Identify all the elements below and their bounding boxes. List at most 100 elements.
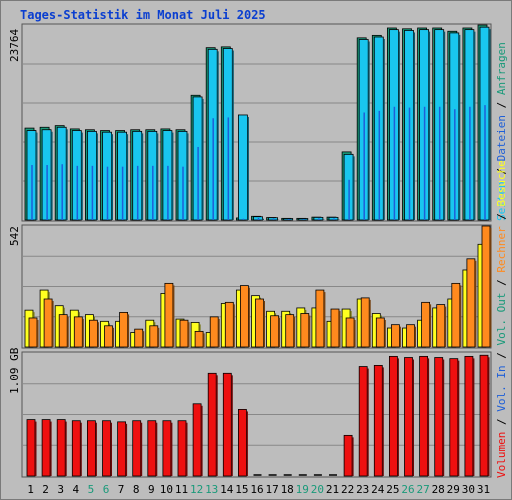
bar-volumen-shadow <box>382 367 384 476</box>
bar-rechner <box>104 325 114 348</box>
bar-volumen-shadow <box>246 411 248 476</box>
bar-rechner-shadow <box>37 319 39 347</box>
bar-seiten-shadow <box>126 134 129 220</box>
legend-bottom: Volumen / Vol. In / Vol. Out / Rechner /… <box>495 160 508 478</box>
x-tick-label: 18 <box>281 483 294 496</box>
bar-volumen-shadow <box>186 422 188 476</box>
bar-volumen <box>177 420 188 477</box>
bar-volumen <box>343 434 354 477</box>
x-tick-label: 9 <box>148 483 155 496</box>
bar-seiten-shadow <box>81 132 83 220</box>
bar-volumen-face <box>56 419 66 477</box>
bar-seiten-face <box>237 114 248 221</box>
bar-volumen <box>388 355 399 477</box>
bar-rechner <box>149 325 160 348</box>
bar-volumen-shadow <box>427 358 430 476</box>
bar-rechner-shadow <box>278 317 281 347</box>
bar-volumen <box>222 372 233 477</box>
bar-volumen-shadow <box>155 422 158 476</box>
bar-volumen <box>56 419 67 477</box>
bar-rechner-face <box>134 328 144 348</box>
bar-rechner <box>134 328 145 348</box>
bar-volumen <box>237 409 248 477</box>
bar-rechner-face <box>58 314 68 348</box>
bar-rechner <box>224 301 235 348</box>
x-tick-label: 12 <box>190 483 203 496</box>
bar-rechner <box>239 285 250 348</box>
bar-rechner-face <box>421 301 431 348</box>
ymax-label-middle: 542 <box>8 226 21 246</box>
bar-rechner-shadow <box>188 322 190 347</box>
bar-rechner-shadow <box>474 260 477 347</box>
bar-rechner <box>360 297 371 348</box>
bar-volumen <box>449 358 460 477</box>
bar-rechner-face <box>406 324 415 348</box>
bar-rechner <box>375 317 386 348</box>
ymax-label-bottom: 1.09 GB <box>8 347 21 394</box>
bar-rechner <box>285 314 296 348</box>
bar-seiten-shadow <box>338 219 340 220</box>
x-tick-label: 26 <box>401 483 414 496</box>
x-tick-label: 3 <box>57 483 64 496</box>
x-tick-label: 13 <box>205 483 218 496</box>
bar-seiten <box>237 114 249 221</box>
bar-volumen-face <box>358 366 368 477</box>
bar-seiten-shadow <box>247 116 249 220</box>
bar-volumen <box>162 420 173 477</box>
bar-rechner-face <box>300 313 310 348</box>
bar-rechner-face <box>315 289 325 348</box>
bar-volumen <box>479 354 490 477</box>
bar-rechner-face <box>270 315 280 348</box>
bar-rechner-shadow <box>263 301 265 347</box>
panel-bottom-frame <box>21 351 492 478</box>
bar-rechner-shadow <box>203 333 205 347</box>
bar-volumen-face <box>102 420 111 477</box>
bar-rechner <box>451 282 462 348</box>
bar-seiten-shadow <box>489 29 491 220</box>
x-tick-label: 10 <box>160 483 173 496</box>
bar-volumen-shadow <box>50 421 52 476</box>
bar-rechner <box>58 314 69 348</box>
bar-rechner-shadow <box>429 304 432 347</box>
legend-separator: / <box>495 412 508 432</box>
bar-rechner-shadow <box>172 285 175 347</box>
legend-dateien: Dateien <box>495 115 508 161</box>
bar-volumen <box>464 355 475 477</box>
bar-rechner-face <box>285 314 295 348</box>
bar-volumen-face <box>177 420 187 477</box>
bar-rechner-face <box>451 282 461 348</box>
bar-volumen <box>192 403 203 477</box>
bar-rechner-face <box>164 282 174 348</box>
bar-seiten-shadow <box>111 134 113 220</box>
bar-rechner <box>421 301 432 348</box>
bar-volumen <box>404 357 414 477</box>
bar-seiten-shadow <box>443 31 446 221</box>
bar-volumen <box>434 357 445 477</box>
x-tick-label: 5 <box>88 483 95 496</box>
bar-rechner <box>209 316 220 348</box>
bar-rechner-shadow <box>97 322 99 347</box>
bar-rechner-shadow <box>112 327 114 347</box>
bar-seiten-shadow <box>368 41 370 220</box>
legend-anfragen: Anfragen <box>495 42 508 95</box>
x-tick-label: 8 <box>133 483 140 496</box>
bar-rechner-face <box>43 298 53 348</box>
bar-volumen <box>207 372 218 477</box>
bar-rechner-face <box>345 317 355 348</box>
bar-rechner-face <box>466 258 476 348</box>
bar-volumen-face <box>71 420 81 477</box>
bar-volumen-face <box>87 420 96 477</box>
bar-volumen-face <box>434 357 444 477</box>
bar-seiten-shadow <box>36 132 38 220</box>
bar-rechner <box>436 304 447 348</box>
x-tick-label: 29 <box>447 483 460 496</box>
bar-volumen-face <box>41 419 51 477</box>
bar-rechner-face <box>28 317 38 348</box>
bar-rechner-shadow <box>293 316 296 347</box>
bar-rechner <box>164 282 175 348</box>
x-tick-label: 23 <box>356 483 369 496</box>
bar-volumen-shadow <box>231 375 233 476</box>
bar-volumen-shadow <box>110 422 112 476</box>
bar-rechner-shadow <box>399 326 401 347</box>
